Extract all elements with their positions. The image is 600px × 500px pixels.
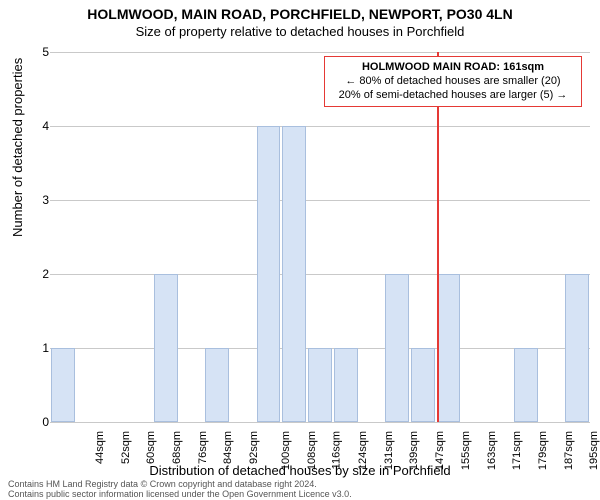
callout-box: HOLMWOOD MAIN ROAD: 161sqm← 80% of detac… [324,56,582,107]
gridline [50,422,590,423]
y-tick: 2 [35,267,49,281]
x-tick: 84sqm [222,431,234,464]
bar [411,348,435,422]
y-tick: 5 [35,45,49,59]
x-tick: 52sqm [120,431,132,464]
callout-line-2: ← 80% of detached houses are smaller (20… [331,75,575,89]
chart-container: HOLMWOOD, MAIN ROAD, PORCHFIELD, NEWPORT… [0,0,600,500]
y-tick: 3 [35,193,49,207]
gridline [50,200,590,201]
y-tick: 4 [35,119,49,133]
x-tick: 76sqm [197,431,209,464]
bar [565,274,589,422]
y-tick: 0 [35,415,49,429]
plot-area: HOLMWOOD MAIN ROAD: 161sqm← 80% of detac… [50,52,590,422]
x-tick: 92sqm [248,431,260,464]
bar [308,348,332,422]
bar [385,274,409,422]
gridline [50,274,590,275]
bar [514,348,538,422]
marker-line [437,52,439,422]
chart-subtitle: Size of property relative to detached ho… [0,24,600,39]
bar [51,348,75,422]
bar [282,126,306,422]
y-tick: 1 [35,341,49,355]
chart-title: HOLMWOOD, MAIN ROAD, PORCHFIELD, NEWPORT… [0,6,600,22]
x-tick: 60sqm [145,431,157,464]
bar [437,274,461,422]
footer-line-2: Contains public sector information licen… [8,490,352,500]
x-axis-label: Distribution of detached houses by size … [0,463,600,478]
x-tick: 44sqm [94,431,106,464]
y-axis-label: Number of detached properties [10,58,25,237]
x-axis: 44sqm52sqm60sqm68sqm76sqm84sqm92sqm100sq… [50,425,590,465]
x-tick: 68sqm [171,431,183,464]
callout-line-1: HOLMWOOD MAIN ROAD: 161sqm [331,61,575,75]
footer-licence: Contains HM Land Registry data © Crown c… [8,480,352,500]
bar [205,348,229,422]
bar [154,274,178,422]
y-axis: 012345 [35,52,49,422]
gridline [50,126,590,127]
bar [334,348,358,422]
bar [257,126,281,422]
gridline [50,52,590,53]
callout-line-3: 20% of semi-detached houses are larger (… [331,89,575,103]
